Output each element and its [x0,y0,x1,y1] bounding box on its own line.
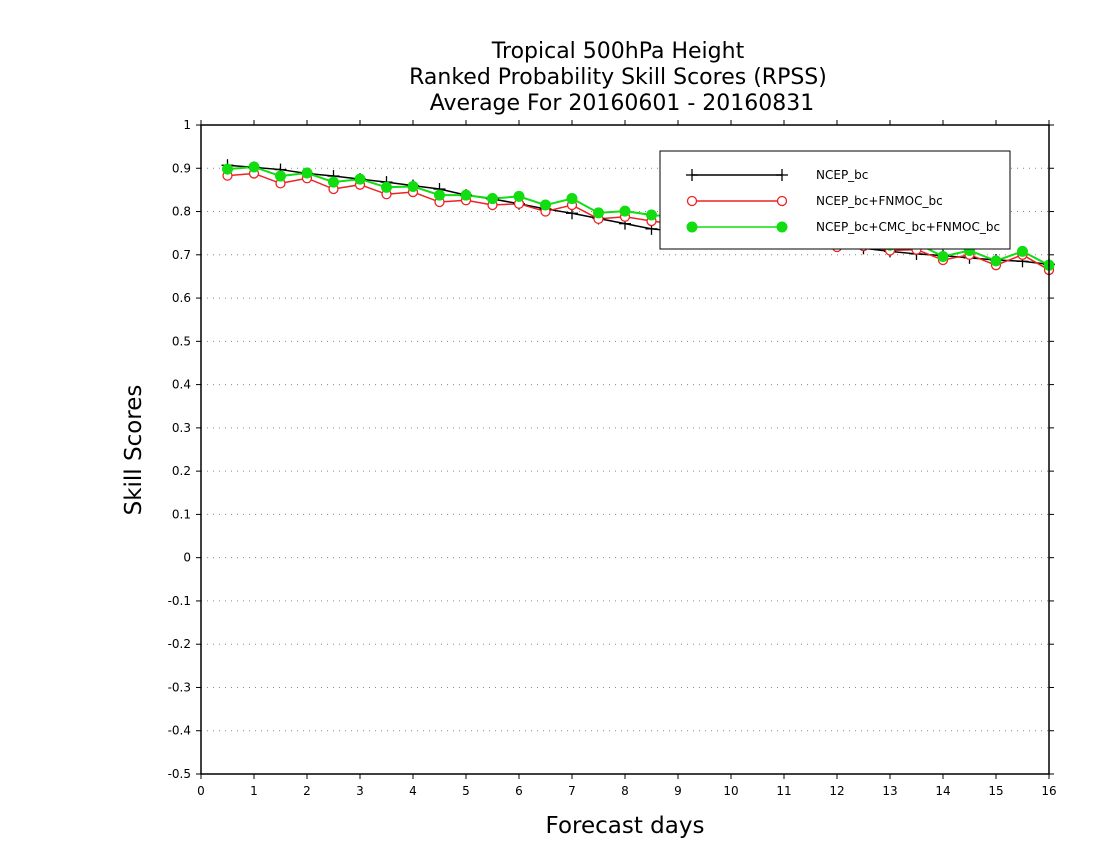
y-tick-label: 0.1 [172,507,191,521]
x-tick-label: 9 [674,784,682,798]
y-tick-label: -0.2 [168,637,191,651]
legend-marker-1 [686,169,698,181]
y-tick-label: 0.8 [172,205,191,219]
legend-label-1: NCEP_bc [816,168,868,182]
x-tick-label: 15 [988,784,1003,798]
series-3-point [1017,245,1028,257]
series-3-point [460,189,472,201]
x-tick-label: 8 [621,784,629,798]
legend-marker-2 [776,195,788,207]
y-tick-label: -0.1 [168,594,191,608]
series-3-point [301,167,313,179]
x-tick-label: 12 [829,784,844,798]
x-tick-label: 5 [462,784,470,798]
chart-title-line-1: Tropical 500hPa Height [491,39,745,64]
legend-label-3: NCEP_bc+CMC_bc+FNMOC_bc [816,220,1000,234]
legend-label-2: NCEP_bc+FNMOC_bc [816,194,943,208]
series-3-point [937,251,949,263]
y-tick-label: 0.4 [172,378,191,392]
x-tick-label: 4 [409,784,417,798]
y-axis-ticks: -0.5 -0.4 -0.3 -0.2 -0.1 0 0.1 0.2 0.3 0.4 0.5 0.6 0… [168,118,1054,781]
series-3-point [248,161,260,173]
x-tick-label: 3 [356,784,364,798]
x-tick-label: 16 [1041,784,1056,798]
legend-box [659,150,1011,250]
x-tick-label: 7 [568,784,576,798]
series-3-point [593,207,604,219]
y-tick-label: 0.3 [172,421,191,435]
legend-marker-1 [776,169,788,181]
chart-title-line-2: Ranked Probability Skill Scores (RPSS) [409,65,827,90]
y-axis-label: Skill Scores [121,385,147,516]
y-tick-label: 1 [183,118,191,132]
legend: NCEP_bc NCEP_bc+FNMOC_bc NCEP_bc+CMC_bc+FN… [659,150,1011,250]
series-3-point [566,193,578,205]
series-3-point [407,180,419,192]
series-3-point [513,190,525,202]
y-tick-label: -0.3 [168,680,191,694]
legend-marker-3 [776,221,788,233]
x-tick-label: 1 [250,784,258,798]
series-3-point [328,176,339,188]
x-tick-label: 11 [776,784,791,798]
y-tick-label: 0.5 [172,334,191,348]
chart-title-line-3: Average For 20160601 - 20160831 [430,91,815,116]
y-tick-label: -0.5 [168,767,191,781]
series-3-point [222,163,233,175]
series-3-point [275,170,286,182]
series-3-point [381,181,392,193]
y-tick-label: -0.4 [168,724,191,738]
series-3-point [354,173,366,185]
series-3-point [646,209,657,221]
y-tick-label: 0.6 [172,291,191,305]
series-3-point [434,189,445,201]
series-3-point [990,255,1002,267]
x-axis-label: Forecast days [546,813,705,839]
x-tick-label: 13 [882,784,897,798]
x-axis-ticks: 0 1 2 3 4 5 6 7 8 9 10 11 12 13 14 15 16 [197,120,1057,798]
y-tick-label: 0 [183,551,191,565]
series-3-point [540,199,551,211]
x-tick-label: 6 [515,784,523,798]
y-tick-label: 0.7 [172,248,191,262]
y-tick-label: 0.9 [172,161,191,175]
legend-marker-3 [686,221,698,233]
legend-marker-2 [686,195,698,207]
series-3-point [619,205,631,217]
x-tick-label: 14 [935,784,950,798]
series-3-point [487,193,498,205]
x-tick-label: 10 [723,784,738,798]
x-tick-label: 2 [303,784,311,798]
x-tick-label: 0 [197,784,205,798]
y-tick-label: 0.2 [172,464,191,478]
